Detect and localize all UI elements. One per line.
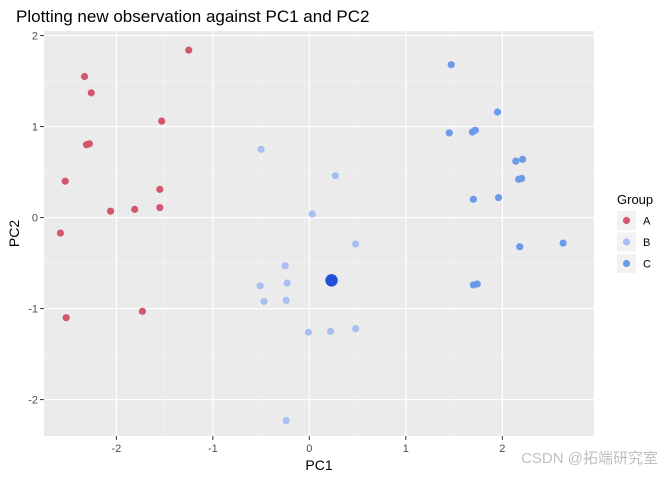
data-point-group-c [494,193,503,202]
data-point-group-a [87,89,95,97]
watermark: CSDN @拓端研究室 [521,450,658,467]
data-point-group-c [493,108,502,116]
data-point-group-b [281,262,289,270]
data-point-group-b [326,327,335,335]
data-points [56,46,567,425]
plot-panel [44,31,594,436]
y-tick-label: 2 [32,31,38,43]
data-point-group-c [518,155,527,163]
y-axis-title: PC2 [6,220,22,247]
legend-key-b [622,238,631,246]
data-point-group-b [308,210,316,218]
data-point-group-c [469,195,477,203]
x-tick-label: 1 [403,443,409,455]
data-point-group-a [156,185,164,193]
data-point-group-a [80,72,89,81]
x-tick-label: 2 [499,443,505,455]
data-point-group-b [304,328,312,336]
data-point-group-b [282,416,290,425]
data-point-group-c [445,129,453,137]
y-tick-label: 1 [32,122,38,134]
data-point-group-a [138,307,147,315]
data-point-group-b [282,296,290,304]
data-point-group-a [82,141,91,149]
data-point-group-a [61,177,69,185]
data-point-group-a [156,203,164,212]
new-observation-point [325,274,338,287]
legend-title: Group [617,192,653,207]
x-tick-label: 0 [306,443,312,455]
legend-label-a: A [643,216,651,228]
data-point-group-b [256,282,264,290]
data-point-group-b [283,279,291,287]
data-point-group-c [473,280,481,288]
data-point-group-c [512,157,520,165]
data-point-group-a [106,207,115,215]
y-tick-label: 0 [32,213,38,225]
grid-lines [44,31,594,436]
data-point-group-c [471,126,479,134]
data-point-group-a [185,46,193,54]
data-point-group-c [447,61,455,69]
legend-key-a [622,216,631,225]
x-axis-title: PC1 [305,457,332,473]
legend-key-c [622,259,631,268]
x-tick-label: -1 [208,443,218,455]
data-point-group-b [260,297,268,305]
chart-title: Plotting new observation against PC1 and… [16,7,369,26]
data-point-group-c [559,239,567,247]
data-point-group-c [518,174,526,183]
legend-label-c: C [643,259,651,271]
data-point-group-a [158,117,166,125]
data-point-group-b [352,240,360,248]
data-point-group-b [352,325,360,333]
data-point-group-b [331,172,340,180]
data-point-group-b [257,145,265,153]
x-tick-label: -2 [111,443,121,455]
data-point-group-c [516,243,524,251]
data-point-group-a [62,314,70,322]
legend-label-b: B [643,237,650,249]
data-point-group-a [131,205,139,213]
data-point-group-a [56,229,65,237]
axis-ticks: -2 -1 0 1 2 -2 -1 0 1 2 [28,31,505,455]
y-tick-label: -2 [28,395,38,407]
y-tick-label: -1 [28,304,38,316]
legend: Group ABC [617,192,653,273]
